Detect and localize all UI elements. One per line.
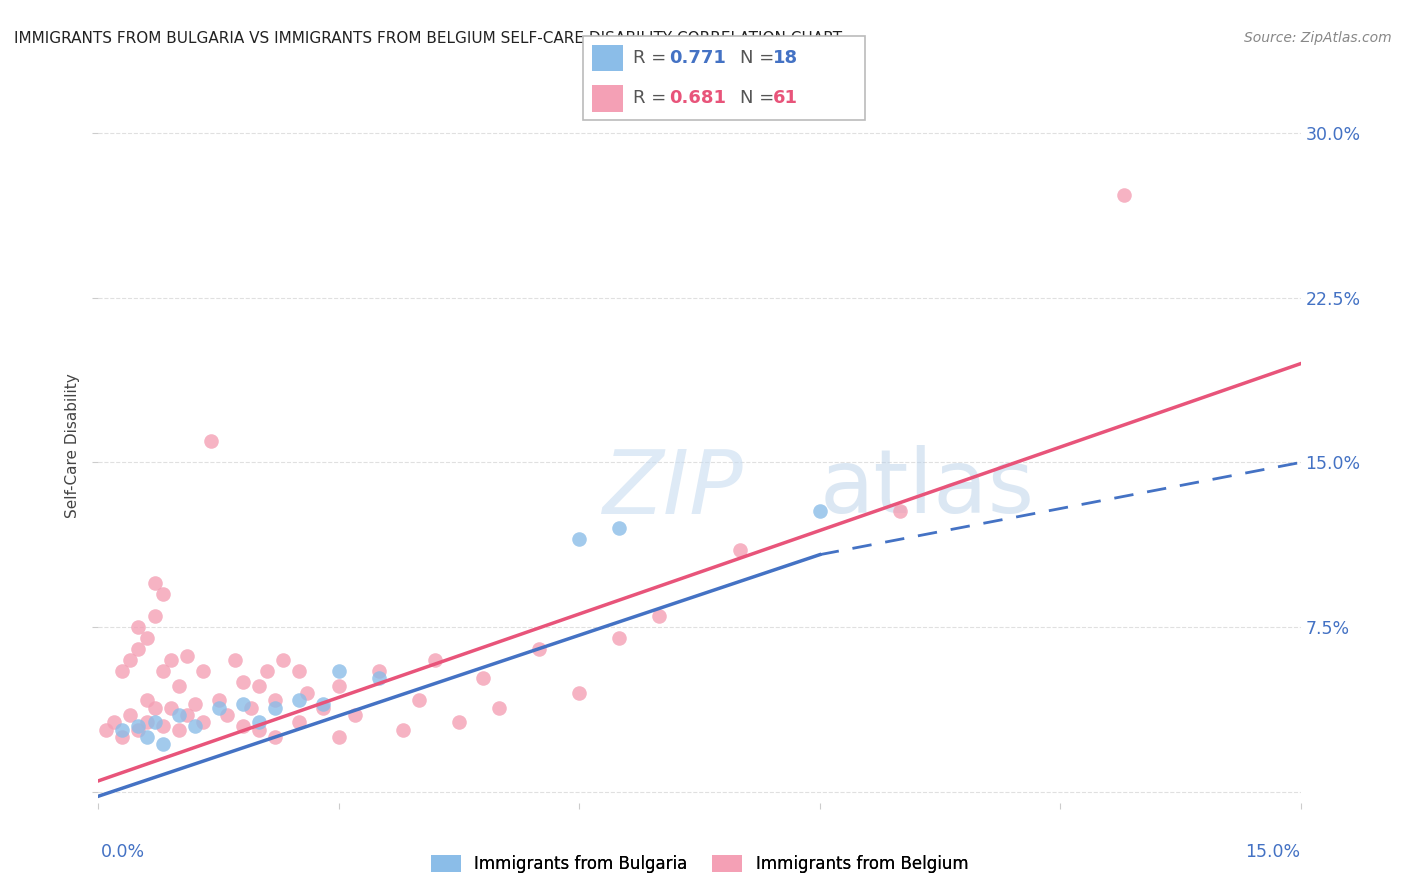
Text: N =: N =: [740, 89, 779, 107]
Point: [191, 714, 214, 729]
Point: [423, 653, 446, 667]
Point: [176, 648, 198, 663]
Point: [208, 692, 231, 706]
Point: [609, 521, 631, 535]
Point: [239, 701, 262, 715]
Text: 18: 18: [773, 49, 799, 67]
Point: [208, 701, 231, 715]
Point: [128, 723, 150, 738]
Point: [215, 708, 238, 723]
Point: [568, 686, 591, 700]
Point: [447, 714, 470, 729]
Point: [159, 653, 181, 667]
Point: [256, 664, 278, 678]
Point: [808, 504, 831, 518]
Point: [143, 576, 166, 591]
Point: [183, 719, 205, 733]
Point: [159, 701, 181, 715]
Text: 0.0%: 0.0%: [101, 843, 145, 861]
Point: [472, 671, 495, 685]
Point: [1114, 187, 1136, 202]
Point: [488, 701, 510, 715]
Point: [263, 701, 285, 715]
Point: [312, 701, 335, 715]
Point: [167, 723, 190, 738]
Point: [135, 692, 157, 706]
Point: [232, 697, 254, 711]
Point: [368, 671, 391, 685]
Legend: Immigrants from Bulgaria, Immigrants from Belgium: Immigrants from Bulgaria, Immigrants fro…: [425, 848, 974, 880]
Point: [288, 714, 311, 729]
Point: [224, 653, 246, 667]
Text: 0.681: 0.681: [669, 89, 727, 107]
Point: [191, 664, 214, 678]
Point: [111, 664, 134, 678]
Point: [728, 543, 751, 558]
Text: 61: 61: [773, 89, 799, 107]
Point: [328, 680, 350, 694]
Point: [120, 708, 142, 723]
Point: [103, 714, 125, 729]
Point: [271, 653, 294, 667]
Point: [152, 719, 174, 733]
Text: 0.771: 0.771: [669, 49, 725, 67]
Point: [328, 664, 350, 678]
Text: N =: N =: [740, 49, 779, 67]
Point: [143, 701, 166, 715]
Point: [167, 680, 190, 694]
Point: [143, 609, 166, 624]
Text: R =: R =: [633, 49, 672, 67]
Text: R =: R =: [633, 89, 672, 107]
Point: [288, 664, 311, 678]
Point: [568, 533, 591, 547]
Point: [312, 697, 335, 711]
Text: ZIP: ZIP: [603, 446, 744, 532]
Point: [167, 708, 190, 723]
Text: Source: ZipAtlas.com: Source: ZipAtlas.com: [1244, 31, 1392, 45]
Point: [135, 730, 157, 744]
Point: [111, 730, 134, 744]
Point: [288, 692, 311, 706]
Point: [96, 723, 118, 738]
Point: [295, 686, 318, 700]
Y-axis label: Self-Care Disability: Self-Care Disability: [65, 374, 80, 518]
Point: [176, 708, 198, 723]
Point: [247, 680, 270, 694]
Point: [120, 653, 142, 667]
Text: IMMIGRANTS FROM BULGARIA VS IMMIGRANTS FROM BELGIUM SELF-CARE DISABILITY CORRELA: IMMIGRANTS FROM BULGARIA VS IMMIGRANTS F…: [14, 31, 842, 46]
Point: [328, 730, 350, 744]
Point: [368, 664, 391, 678]
Point: [247, 723, 270, 738]
Point: [111, 723, 134, 738]
Point: [263, 692, 285, 706]
Text: atlas: atlas: [820, 445, 1035, 533]
Point: [152, 737, 174, 751]
Text: 15.0%: 15.0%: [1246, 843, 1301, 861]
Point: [408, 692, 430, 706]
Point: [143, 714, 166, 729]
Point: [609, 631, 631, 645]
Point: [128, 642, 150, 657]
Point: [135, 714, 157, 729]
Point: [889, 504, 911, 518]
Point: [232, 719, 254, 733]
Point: [200, 434, 222, 448]
Point: [128, 620, 150, 634]
Point: [648, 609, 671, 624]
Point: [232, 675, 254, 690]
Point: [152, 664, 174, 678]
Point: [263, 730, 285, 744]
Point: [128, 719, 150, 733]
Point: [135, 631, 157, 645]
Point: [343, 708, 366, 723]
Point: [529, 642, 551, 657]
Point: [247, 714, 270, 729]
Point: [183, 697, 205, 711]
Point: [392, 723, 415, 738]
Point: [152, 587, 174, 601]
